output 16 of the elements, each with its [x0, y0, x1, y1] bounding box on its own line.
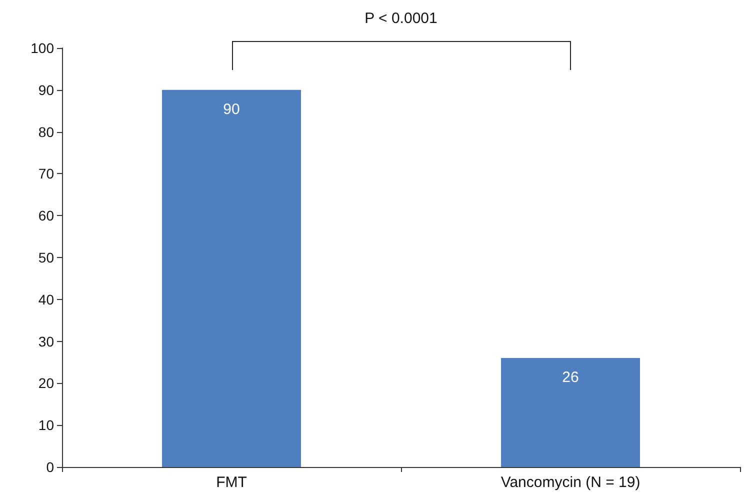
y-tick-label: 90 — [38, 82, 54, 98]
y-tick-label: 60 — [38, 208, 54, 224]
data-label: 90 — [223, 100, 240, 118]
y-tick-label: 80 — [38, 124, 54, 140]
y-tick-label: 40 — [38, 291, 54, 308]
y-tick-label: 50 — [38, 250, 54, 266]
x-tick-label: Vancomycin (N = 19) — [500, 474, 640, 491]
data-label: 26 — [562, 369, 579, 386]
x-tick-label: FMT — [216, 474, 247, 491]
y-tick-label: 0 — [46, 459, 54, 475]
y-tick-label: 70 — [38, 166, 54, 182]
y-tick-label: 100 — [30, 40, 54, 56]
y-tick-label: 30 — [38, 333, 54, 350]
text: P < 0.0001 — [364, 10, 438, 27]
y-tick-label: 10 — [38, 417, 54, 434]
y-tick-label: 20 — [38, 375, 54, 392]
